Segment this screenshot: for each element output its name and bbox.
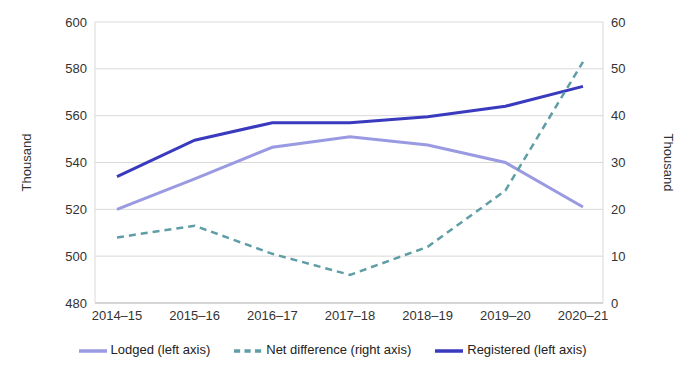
svg-text:2014–15: 2014–15 xyxy=(92,308,143,323)
svg-text:2016–17: 2016–17 xyxy=(247,308,298,323)
svg-text:Thousand: Thousand xyxy=(661,134,676,192)
svg-text:520: 520 xyxy=(65,202,87,217)
svg-text:20: 20 xyxy=(611,202,625,217)
svg-text:2017–18: 2017–18 xyxy=(325,308,376,323)
svg-text:560: 560 xyxy=(65,108,87,123)
svg-text:Thousand: Thousand xyxy=(19,134,34,192)
svg-text:580: 580 xyxy=(65,61,87,76)
html-text:Registered (left axis): Registered (left axis) xyxy=(467,342,587,358)
svg-text:50: 50 xyxy=(611,61,625,76)
svg-text:540: 540 xyxy=(65,155,87,170)
svg-text:2018–19: 2018–19 xyxy=(402,308,453,323)
svg-text:2020–21: 2020–21 xyxy=(558,308,609,323)
svg-text:600: 600 xyxy=(65,15,87,30)
svg-text:10: 10 xyxy=(611,249,625,264)
svg-text:500: 500 xyxy=(65,249,87,264)
svg-text:30: 30 xyxy=(611,155,625,170)
svg-text:40: 40 xyxy=(611,108,625,123)
svg-text:0: 0 xyxy=(611,296,618,311)
svg-text:480: 480 xyxy=(65,296,87,311)
svg-text:2019–20: 2019–20 xyxy=(480,308,531,323)
svg-text:60: 60 xyxy=(611,15,625,30)
html-text:Lodged (left axis): Lodged (left axis) xyxy=(110,342,211,358)
html-text:Net difference (right axis): Net difference (right axis) xyxy=(266,342,412,358)
svg-text:2015–16: 2015–16 xyxy=(169,308,220,323)
